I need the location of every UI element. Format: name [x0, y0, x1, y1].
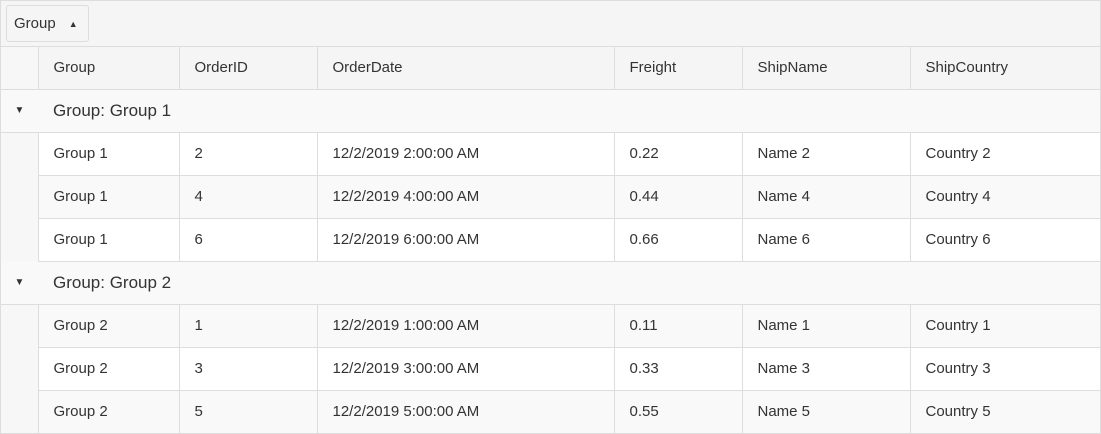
header-row: Group OrderID OrderDate Freight ShipName Ship… [1, 47, 1100, 90]
group-panel: Group ▲ [1, 1, 1100, 47]
cell-freight[interactable]: 0.22 [613, 132, 742, 176]
table-row[interactable]: Group 2 3 12/2/2019 3:00:00 AM 0.33 Name 3 Co… [1, 347, 1100, 391]
cell-orderid[interactable]: 6 [178, 218, 317, 262]
cell-group[interactable]: Group 1 [37, 218, 179, 262]
table-row[interactable]: Group 1 2 12/2/2019 2:00:00 AM 0.22 Name 2 Co… [1, 132, 1100, 176]
indent-cell [1, 218, 38, 261]
cell-shipcountry[interactable]: Country 4 [909, 175, 1100, 219]
group-caption: Group: Group 1 [38, 89, 1100, 133]
group-row: ▼ Group: Group 1 [1, 89, 1100, 133]
cell-orderid[interactable]: 4 [178, 175, 317, 219]
cell-shipname[interactable]: Name 6 [741, 218, 910, 262]
indent-cell [1, 132, 38, 175]
cell-orderdate[interactable]: 12/2/2019 5:00:00 AM [316, 390, 614, 434]
cell-shipname[interactable]: Name 2 [741, 132, 910, 176]
group-chip-label: Group [14, 15, 56, 32]
cell-freight[interactable]: 0.44 [613, 175, 742, 219]
cell-shipcountry[interactable]: Country 2 [909, 132, 1100, 176]
cell-group[interactable]: Group 2 [37, 390, 179, 434]
cell-orderid[interactable]: 2 [178, 132, 317, 176]
cell-shipname[interactable]: Name 4 [741, 175, 910, 219]
cell-shipcountry[interactable]: Country 5 [909, 390, 1100, 434]
cell-orderdate[interactable]: 12/2/2019 2:00:00 AM [316, 132, 614, 176]
indent-cell [1, 390, 38, 433]
cell-orderdate[interactable]: 12/2/2019 6:00:00 AM [316, 218, 614, 262]
cell-orderdate[interactable]: 12/2/2019 4:00:00 AM [316, 175, 614, 219]
indent-cell [1, 347, 38, 390]
group-caption: Group: Group 2 [38, 261, 1100, 305]
cell-freight[interactable]: 0.55 [613, 390, 742, 434]
sort-ascending-icon[interactable]: ▲ [68, 18, 78, 29]
cell-freight[interactable]: 0.11 [613, 304, 742, 348]
indent-cell [1, 175, 38, 218]
cell-shipname[interactable]: Name 5 [741, 390, 910, 434]
column-header-shipname[interactable]: ShipName [741, 47, 910, 90]
cell-orderid[interactable]: 5 [178, 390, 317, 434]
collapse-triangle-icon[interactable]: ▼ [1, 89, 38, 133]
table-row[interactable]: Group 1 6 12/2/2019 6:00:00 AM 0.66 Name 6 Co… [1, 218, 1100, 262]
grid-table: Group OrderID OrderDate Freight ShipName Ship… [1, 47, 1100, 434]
cell-orderid[interactable]: 3 [178, 347, 317, 391]
column-header-freight[interactable]: Freight [613, 47, 742, 90]
cell-shipcountry[interactable]: Country 6 [909, 218, 1100, 262]
cell-group[interactable]: Group 1 [37, 175, 179, 219]
cell-group[interactable]: Group 1 [37, 132, 179, 176]
table-row[interactable]: Group 2 1 12/2/2019 1:00:00 AM 0.11 Name 1 Co… [1, 304, 1100, 348]
cell-orderid[interactable]: 1 [178, 304, 317, 348]
cell-orderdate[interactable]: 12/2/2019 3:00:00 AM [316, 347, 614, 391]
cell-shipcountry[interactable]: Country 3 [909, 347, 1100, 391]
cell-shipname[interactable]: Name 3 [741, 347, 910, 391]
indent-cell [1, 304, 38, 347]
cell-orderdate[interactable]: 12/2/2019 1:00:00 AM [316, 304, 614, 348]
column-header-orderid[interactable]: OrderID [178, 47, 317, 90]
cell-freight[interactable]: 0.33 [613, 347, 742, 391]
cell-shipname[interactable]: Name 1 [741, 304, 910, 348]
cell-group[interactable]: Group 2 [37, 304, 179, 348]
cell-group[interactable]: Group 2 [37, 347, 179, 391]
column-header-group[interactable]: Group [37, 47, 179, 90]
cell-shipcountry[interactable]: Country 1 [909, 304, 1100, 348]
table-row[interactable]: Group 1 4 12/2/2019 4:00:00 AM 0.44 Name 4 Co… [1, 175, 1100, 219]
group-row: ▼ Group: Group 2 [1, 261, 1100, 305]
collapse-triangle-icon[interactable]: ▼ [1, 261, 38, 305]
table-row[interactable]: Group 2 5 12/2/2019 5:00:00 AM 0.55 Name 5 Co… [1, 390, 1100, 434]
column-header-shipcountry[interactable]: ShipCountry [909, 47, 1100, 90]
column-header-orderdate[interactable]: OrderDate [316, 47, 614, 90]
cell-freight[interactable]: 0.66 [613, 218, 742, 262]
group-chip-group[interactable]: Group ▲ [6, 5, 89, 42]
indent-header [1, 47, 38, 90]
